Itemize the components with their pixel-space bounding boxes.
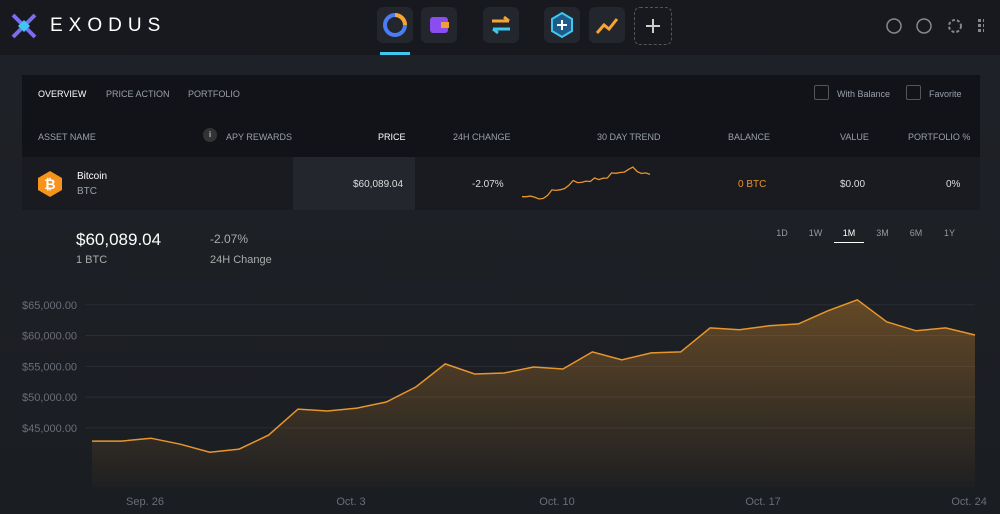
- column-header[interactable]: APY REWARDS: [226, 132, 293, 142]
- y-tick-label: $45,000.00: [22, 423, 77, 435]
- range-button[interactable]: 1W: [808, 228, 823, 238]
- range-button[interactable]: 1Y: [943, 228, 955, 238]
- add-app[interactable]: [634, 7, 672, 45]
- trend-icon[interactable]: [589, 7, 625, 43]
- tab[interactable]: OVERVIEW: [38, 89, 87, 99]
- range-button[interactable]: 1D: [776, 228, 788, 238]
- y-tick-label: $60,000.00: [22, 331, 77, 343]
- top-bar: EXODUS: [0, 0, 1000, 55]
- summary-amount: 1 BTC: [76, 254, 108, 266]
- column-header[interactable]: VALUE: [840, 132, 869, 142]
- tab[interactable]: PORTFOLIO: [188, 89, 240, 99]
- asset-table: OVERVIEW PRICE ACTION PORTFOLIO With Bal…: [22, 75, 980, 210]
- range-button[interactable]: 1M: [834, 228, 864, 243]
- price-area: [92, 299, 975, 487]
- summary-price: $60,089.04: [76, 230, 162, 249]
- logo: [11, 13, 37, 39]
- column-header[interactable]: 24H CHANGE: [453, 132, 511, 142]
- asset-balance: 0 BTC: [738, 179, 767, 190]
- column-header[interactable]: BALANCE: [728, 132, 771, 142]
- wallet-icon[interactable]: [421, 7, 457, 43]
- y-tick-label: $65,000.00: [22, 300, 77, 312]
- x-tick-label: Oct. 24: [951, 496, 986, 508]
- column-header[interactable]: 30 DAY TREND: [597, 132, 661, 142]
- summary-change: -2.07%: [210, 232, 249, 246]
- range-button[interactable]: 3M: [876, 228, 889, 238]
- app-icon[interactable]: [544, 7, 580, 43]
- svg-text:₿: ₿: [44, 176, 55, 192]
- column-header[interactable]: ASSET NAME: [38, 132, 96, 142]
- x-tick-label: Oct. 17: [745, 496, 780, 508]
- x-tick-label: Sep. 26: [126, 496, 164, 508]
- asset-price: $60,089.04: [353, 179, 404, 190]
- price-cell: [293, 157, 415, 210]
- app-name: EXODUS: [50, 15, 167, 36]
- exchange-icon[interactable]: [483, 7, 519, 43]
- active-indicator: [380, 52, 410, 55]
- column-header[interactable]: PRICE: [378, 132, 406, 142]
- top-right-icons[interactable]: [884, 16, 984, 36]
- range-button[interactable]: 6M: [909, 228, 923, 238]
- asset-row[interactable]: [22, 157, 980, 210]
- asset-ticker: BTC: [77, 186, 97, 197]
- y-tick-label: $50,000.00: [22, 392, 77, 404]
- checkbox[interactable]: [814, 85, 829, 100]
- info-icon[interactable]: i: [203, 128, 217, 142]
- x-tick-label: Oct. 3: [336, 496, 365, 508]
- portfolio-icon[interactable]: [377, 7, 413, 43]
- y-tick-label: $55,000.00: [22, 361, 77, 373]
- asset-portfolio: 0%: [946, 179, 961, 190]
- asset-change: -2.07%: [472, 179, 504, 190]
- tab[interactable]: PRICE ACTION: [106, 89, 170, 99]
- checkbox[interactable]: [906, 85, 921, 100]
- asset-value: $0.00: [840, 179, 866, 190]
- summary-change-label: 24H Change: [210, 254, 272, 266]
- bitcoin-icon: ₿: [38, 171, 62, 197]
- x-tick-label: Oct. 10: [539, 496, 574, 508]
- price-line: [92, 298, 976, 453]
- asset-name: Bitcoin: [77, 171, 108, 182]
- sparkline: [522, 166, 651, 200]
- column-header[interactable]: PORTFOLIO %: [908, 132, 971, 142]
- filter: Favorite: [929, 89, 962, 99]
- filter: With Balance: [837, 89, 891, 99]
- sparkline-path: [522, 166, 651, 200]
